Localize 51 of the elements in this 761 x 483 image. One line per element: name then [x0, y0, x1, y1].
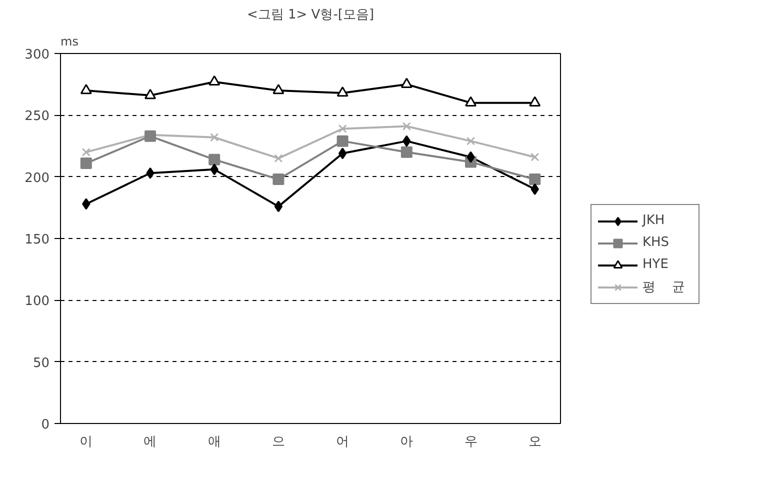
point [208, 75, 220, 86]
x-tick-label: 아 [400, 434, 414, 450]
point [272, 84, 284, 94]
point [208, 154, 220, 166]
point [400, 78, 412, 88]
x-tick-label: 이 [80, 434, 93, 450]
legend-label: 평 균 [642, 278, 686, 296]
x-tick-label: 으 [272, 434, 285, 450]
point [465, 96, 477, 106]
y-tick-label: 100 [24, 294, 50, 310]
legend-label: JKH [642, 213, 666, 228]
point [466, 136, 476, 146]
point [336, 86, 348, 97]
x-tick-label: 에 [144, 434, 157, 450]
point [146, 167, 154, 179]
point [144, 130, 156, 142]
x-tick-label: 애 [208, 434, 221, 450]
y-tick-label: 200 [24, 170, 50, 186]
point [210, 133, 219, 142]
point [80, 158, 92, 170]
y-axis-title: ms [60, 34, 78, 48]
chart-title: <그림 1> V형-[모음] [246, 8, 374, 22]
y-tick-label: 300 [24, 48, 50, 62]
point [336, 135, 348, 147]
point [400, 146, 412, 158]
point [274, 200, 283, 212]
point [402, 135, 411, 147]
point [338, 148, 347, 160]
y-tick-label: 150 [24, 232, 50, 248]
point [82, 198, 90, 210]
point [274, 154, 283, 163]
point [466, 151, 475, 163]
y-tick-label: 0 [41, 418, 50, 432]
x-tick-label: 우 [464, 434, 478, 450]
point [530, 183, 539, 195]
point [402, 122, 411, 131]
point [530, 152, 540, 162]
legend-label: HYE [642, 257, 670, 272]
y-tick-label: 250 [24, 109, 50, 124]
point [529, 96, 541, 106]
x-tick-label: 어 [336, 434, 350, 450]
legend-label: KHS [642, 235, 670, 250]
x-tick-label: 오 [528, 434, 542, 450]
point [529, 174, 541, 186]
point [82, 148, 90, 156]
point [80, 84, 92, 94]
y-tick-label: 50 [32, 356, 50, 371]
point [144, 88, 156, 100]
point [210, 164, 218, 176]
point [272, 174, 284, 186]
point [338, 124, 347, 134]
